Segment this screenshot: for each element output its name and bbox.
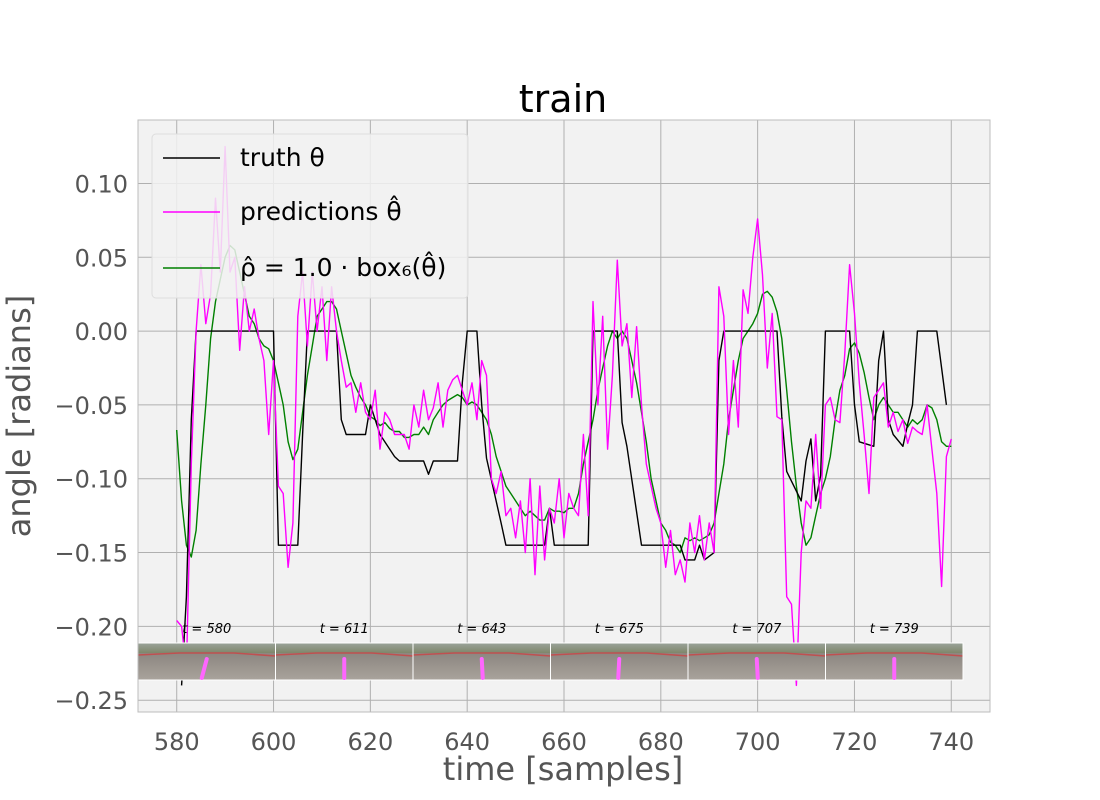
- thumbnail-label: t = 707: [732, 622, 782, 637]
- x-tick-label: 680: [638, 728, 684, 756]
- x-tick-label: 660: [541, 728, 587, 756]
- thumbnail-sky: [825, 643, 963, 653]
- x-tick-label: 600: [251, 728, 297, 756]
- y-tick-label: 0.00: [75, 318, 128, 346]
- thumbnail: t = 675: [550, 622, 689, 681]
- steering-marker: [616, 657, 622, 680]
- thumbnail-label: t = 739: [870, 622, 919, 637]
- thumbnail-curb: [137, 652, 276, 657]
- legend-label-smoothed: ρ̂ = 1.0 · box₆(θ̂): [240, 251, 446, 282]
- thumbnail-strip: t = 580 t = 611 t = 643 t = 675 t = 707 t = 7…: [137, 622, 964, 681]
- thumbnail-curb: [275, 652, 414, 657]
- thumbnail: t = 611: [275, 622, 414, 681]
- thumbnail-sky: [138, 643, 276, 653]
- y-tick-label: −0.25: [54, 687, 128, 715]
- y-axis-label: angle [radians]: [0, 295, 38, 537]
- y-tick-label: −0.05: [54, 392, 128, 420]
- steering-marker: [754, 657, 760, 680]
- legend: truth θ predictions θ̂ ρ̂ = 1.0 · box₆(θ…: [151, 133, 469, 299]
- thumbnail-curb: [550, 652, 689, 657]
- x-tick-label: 740: [928, 728, 974, 756]
- thumbnail-sky: [413, 643, 551, 653]
- x-axis-label: time [samples]: [443, 750, 683, 788]
- legend-label-predictions: predictions θ̂: [240, 195, 402, 226]
- thumbnail-label: t = 675: [595, 622, 644, 637]
- y-tick-label: 0.10: [75, 170, 128, 198]
- series-layer: [176, 145, 952, 687]
- x-ticks: 580 600 620 640 660 680 700 720 740: [154, 728, 974, 756]
- thumbnail-sky: [688, 643, 826, 653]
- legend-box: [151, 133, 469, 299]
- thumbnail: t = 643: [412, 622, 551, 681]
- thumbnail-curb: [825, 652, 964, 657]
- thumbnail: t = 580: [137, 622, 276, 681]
- thumbnail-sky: [275, 643, 413, 653]
- steering-marker: [479, 657, 485, 680]
- x-tick-label: 720: [832, 728, 878, 756]
- thumbnail-label: t = 643: [457, 622, 506, 637]
- x-tick-label: 700: [735, 728, 781, 756]
- truth-line: [180, 330, 948, 686]
- legend-label-truth: truth θ: [240, 143, 325, 172]
- steering-marker: [199, 657, 209, 680]
- y-tick-label: −0.15: [54, 540, 128, 568]
- x-tick-label: 580: [154, 728, 200, 756]
- predictions-line: [176, 145, 952, 687]
- x-tick-label: 640: [444, 728, 490, 756]
- thumbnail-curb: [687, 652, 826, 657]
- thumbnail-label: t = 580: [182, 622, 231, 637]
- thumbnail-label: t = 611: [320, 622, 369, 637]
- plot-border: [137, 119, 991, 713]
- chart-title: train: [519, 77, 607, 121]
- y-tick-label: −0.20: [54, 613, 128, 641]
- thumbnail-sky: [550, 643, 688, 653]
- thumbnail: t = 739: [825, 622, 964, 681]
- thumbnail-curb: [412, 652, 551, 657]
- x-tick-label: 620: [347, 728, 393, 756]
- thumbnail: t = 707: [687, 622, 826, 681]
- y-tick-label: 0.05: [75, 244, 128, 272]
- y-tick-label: −0.10: [54, 466, 128, 494]
- y-ticks: 0.10 0.05 0.00 −0.05 −0.10 −0.15 −0.20 −0.25: [54, 170, 128, 715]
